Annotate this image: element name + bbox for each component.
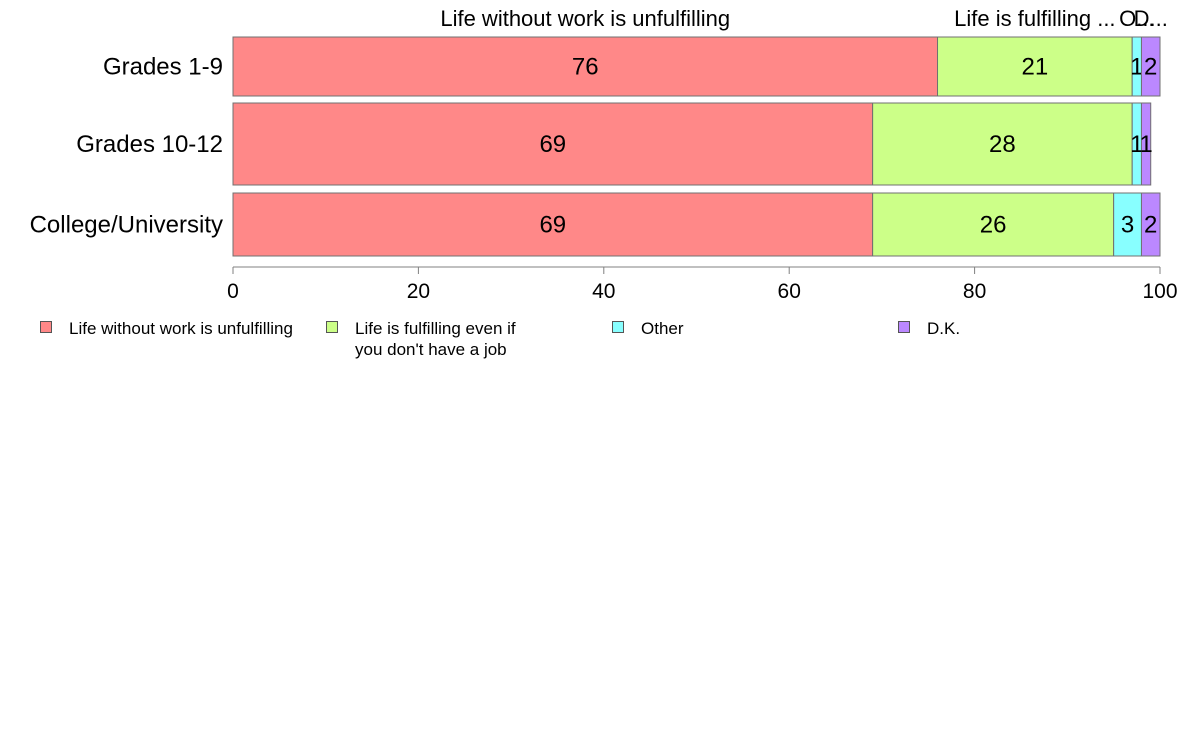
legend-item-unfulfilling: Life without work is unfulfilling bbox=[40, 318, 293, 339]
legend: Life without work is unfulfilling Life i… bbox=[40, 318, 1180, 362]
x-tick-label-0: 0 bbox=[227, 280, 239, 300]
legend-label-unfulfilling: Life without work is unfulfilling bbox=[69, 319, 293, 338]
top-series-label-2: O... bbox=[1119, 6, 1154, 31]
legend-item-other: Other bbox=[612, 318, 684, 339]
category-label-grades-10-12: Grades 10-12 bbox=[76, 131, 223, 158]
data-label-grades-10-12-2: 1 bbox=[1130, 131, 1143, 158]
category-label-grades-1-9: Grades 1-9 bbox=[103, 54, 223, 81]
data-label-grades-1-9-3: 2 bbox=[1144, 54, 1157, 81]
bar-grades-10-12-life-without-work bbox=[232, 102, 874, 186]
category-label-college-university: College/University bbox=[30, 212, 223, 239]
x-tick-label-60: 60 bbox=[778, 280, 801, 300]
data-label-college-university-0: 69 bbox=[539, 212, 566, 239]
legend-swatch-dk bbox=[898, 321, 910, 333]
data-label-grades-10-12-1: 28 bbox=[989, 131, 1016, 158]
bar-grades-1-9-life-without-work bbox=[232, 36, 939, 97]
legend-item-fulfilling: Life is fulfilling even if you don't hav… bbox=[326, 318, 516, 360]
data-label-grades-10-12-0: 69 bbox=[539, 131, 566, 158]
x-tick-label-40: 40 bbox=[592, 280, 615, 300]
bar-grades-1-9-d-k bbox=[1140, 36, 1161, 97]
legend-label-dk: D.K. bbox=[927, 319, 961, 338]
legend-swatch-unfulfilling bbox=[40, 321, 52, 333]
legend-label-other: Other bbox=[641, 319, 684, 338]
top-series-label-1: Life is fulfilling ... bbox=[954, 6, 1115, 31]
x-tick-label-80: 80 bbox=[963, 280, 986, 300]
legend-swatch-other bbox=[612, 321, 624, 333]
x-tick-label-100: 100 bbox=[1142, 280, 1177, 300]
x-tick-label-20: 20 bbox=[407, 280, 430, 300]
data-label-college-university-1: 26 bbox=[980, 212, 1007, 239]
data-label-college-university-3: 2 bbox=[1144, 212, 1157, 239]
bar-grades-10-12-d-k bbox=[1140, 102, 1152, 186]
top-series-label-0: Life without work is unfulfilling bbox=[440, 6, 730, 31]
legend-swatch-fulfilling bbox=[326, 321, 338, 333]
data-label-college-university-2: 3 bbox=[1121, 212, 1134, 239]
bar-college-university-life-without-work bbox=[232, 192, 874, 257]
bar-college-university-d-k bbox=[1140, 192, 1161, 257]
legend-item-dk: D.K. bbox=[898, 318, 960, 339]
data-label-grades-1-9-2: 1 bbox=[1130, 54, 1143, 81]
bar-grades-1-9-life-is-fulfilling bbox=[937, 36, 1133, 97]
data-label-grades-1-9-1: 21 bbox=[1022, 54, 1049, 81]
data-label-grades-10-12-3: 1 bbox=[1139, 131, 1152, 158]
legend-label-fulfilling: Life is fulfilling even if you don't hav… bbox=[355, 319, 516, 359]
data-label-grades-1-9-0: 76 bbox=[572, 54, 599, 81]
top-series-label-3: D... bbox=[1134, 6, 1168, 31]
